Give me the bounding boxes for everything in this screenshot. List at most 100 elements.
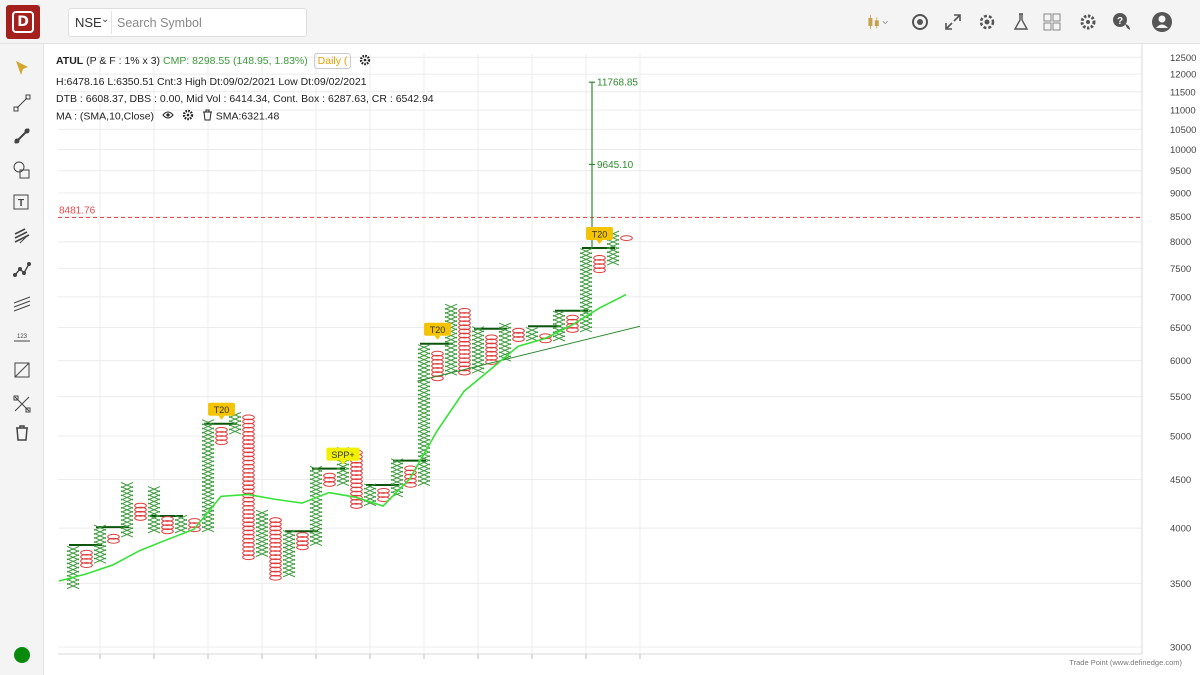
trend-line-tool-icon[interactable] [10, 125, 34, 147]
exchange-select[interactable]: NSE [75, 15, 102, 30]
x-box [417, 414, 431, 421]
o-box [161, 524, 174, 531]
o-box [593, 259, 606, 265]
cursor-arrow-icon[interactable] [10, 57, 34, 79]
x-box [471, 334, 485, 341]
magnet-tool-icon[interactable] [10, 393, 34, 415]
o-box [458, 312, 471, 318]
compare-icon[interactable] [908, 10, 932, 34]
y-tick-label: 6000 [1170, 356, 1191, 367]
o-box [242, 541, 255, 548]
x-box [444, 316, 458, 323]
x-column [174, 514, 188, 534]
lab-flask-icon[interactable] [1009, 10, 1033, 34]
o-box [242, 517, 255, 524]
projection-tool-icon[interactable] [10, 359, 34, 381]
pattern-tool-icon[interactable] [10, 259, 34, 281]
measure-tool-icon[interactable]: 123 [10, 326, 34, 348]
eye-icon[interactable] [162, 110, 174, 123]
x-column [120, 482, 134, 538]
search-input[interactable] [117, 12, 302, 33]
o-column [485, 334, 498, 365]
x-box [498, 343, 512, 350]
x-column [309, 465, 323, 547]
o-box [242, 496, 255, 503]
line-segment-tool-icon[interactable] [10, 92, 34, 114]
chart-settings-icon[interactable] [359, 54, 371, 69]
ma-label[interactable]: MA : (SMA,10,Close) [56, 110, 155, 123]
signal-tags: T20 SPP+ T20 T20 [208, 226, 613, 465]
symbol-name[interactable]: ATUL [56, 54, 84, 67]
text-tool-icon[interactable]: T [10, 192, 34, 214]
chevron-down-icon[interactable]: ⌄ [101, 14, 110, 25]
x-column [471, 326, 485, 374]
o-box [350, 498, 363, 505]
x-box [579, 264, 593, 271]
x-box [444, 307, 458, 314]
cmp-quote: CMP: 8298.55 (148.95, 1.83%) [162, 54, 308, 67]
help-chat-icon[interactable]: ? [1110, 10, 1134, 34]
target-group: 11768.85 9645.10 [417, 78, 641, 382]
signal-tag-pointer [596, 239, 603, 244]
x-box [525, 327, 539, 334]
o-box [242, 443, 255, 450]
x-column [255, 509, 269, 557]
search-divider [111, 11, 112, 34]
x-box [336, 475, 350, 482]
x-box [228, 416, 242, 423]
x-box [147, 486, 161, 493]
o-box [350, 486, 363, 493]
o-box [269, 525, 282, 532]
delete-drawings-icon[interactable] [10, 422, 34, 444]
x-box [579, 322, 593, 329]
x-box [228, 420, 242, 427]
settings-gear-icon[interactable] [1076, 10, 1100, 34]
x-box [201, 476, 215, 483]
user-account-icon[interactable] [1150, 10, 1174, 34]
x-box [120, 486, 134, 493]
x-box [255, 509, 269, 516]
o-box [593, 263, 606, 270]
o-box [485, 350, 498, 357]
o-box [431, 367, 444, 373]
x-box [471, 359, 485, 366]
x-box [309, 527, 323, 534]
o-box [458, 307, 471, 314]
x-box [255, 526, 269, 533]
shape-tool-icon[interactable] [10, 159, 34, 181]
signal-tag: T20 [208, 402, 235, 420]
ma-settings-icon[interactable] [182, 109, 194, 124]
o-box [620, 235, 633, 242]
o-box [485, 346, 498, 353]
layout-grid-icon[interactable] [1040, 10, 1064, 34]
x-box [417, 356, 431, 363]
o-box [80, 562, 93, 568]
x-box [174, 514, 188, 521]
signal-tag-label: SPP+ [331, 450, 354, 460]
x-box [120, 531, 134, 538]
o-column [377, 487, 390, 503]
x-box [66, 582, 80, 590]
candlestick-chart-icon[interactable] [866, 10, 890, 34]
point-and-figure-chart[interactable]: 3000 3500 4000 4500 5000 5500 6000 6500 7000 7500… [44, 44, 1200, 675]
x-box [606, 251, 620, 258]
o-box [512, 327, 525, 334]
x-box [390, 474, 404, 481]
x-box [417, 401, 431, 408]
interval-select[interactable]: Daily ( [313, 53, 352, 69]
app-logo[interactable]: D [6, 5, 40, 39]
scanner-icon[interactable] [975, 10, 999, 34]
o-box [269, 558, 282, 565]
x-box [336, 471, 350, 478]
x-box [309, 470, 323, 477]
y-tick-label: 6500 [1170, 323, 1191, 334]
fibonacci-tool-icon[interactable] [10, 225, 34, 247]
connection-status-dot [14, 647, 30, 663]
o-box [350, 494, 363, 501]
channel-tool-icon[interactable] [10, 292, 34, 314]
ma-delete-icon[interactable] [202, 109, 213, 124]
expand-icon[interactable] [941, 10, 965, 34]
o-box [458, 336, 471, 343]
x-box [201, 513, 215, 520]
x-box [147, 527, 161, 534]
